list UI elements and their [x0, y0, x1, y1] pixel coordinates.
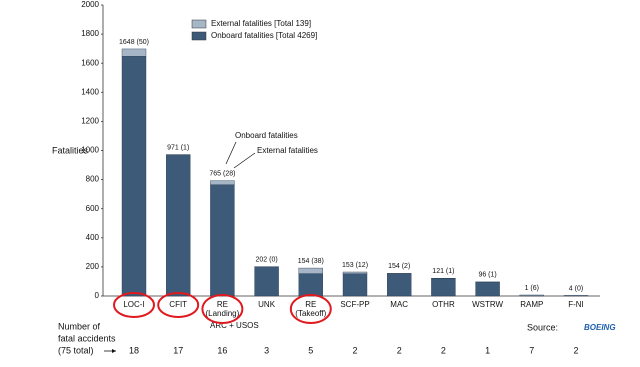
y-axis-label: Fatalities [52, 145, 89, 155]
annotation-arrow [233, 152, 256, 169]
x-tick-label: F-NI [568, 300, 584, 309]
y-tick-label: 1800 [81, 29, 99, 38]
accident-count: 17 [173, 345, 183, 355]
source-logo: BOEING [584, 323, 616, 332]
value-label: 1648 (50) [119, 39, 149, 46]
bar-segment [121, 56, 147, 297]
bar-segment [519, 294, 544, 297]
bar-segment [387, 273, 412, 297]
x-tick-label: WSTRW [472, 300, 503, 309]
bar-segment [254, 266, 279, 297]
row-label: Number of [58, 321, 101, 331]
y-tick-label: 2000 [81, 0, 99, 9]
accident-count: 18 [129, 345, 139, 355]
x-tick-label: LOC-I [123, 300, 144, 309]
bar-segment [121, 48, 147, 57]
y-tick-label: 0 [95, 291, 100, 300]
y-tick-label: 1600 [81, 58, 99, 67]
bar-segment [563, 295, 589, 297]
value-label: 96 (1) [478, 272, 496, 279]
value-label: 202 (0) [256, 256, 278, 263]
x-tick-label: CFIT [169, 300, 187, 309]
annotation-arrow [225, 141, 237, 165]
row-arrow-head [112, 349, 116, 353]
bar-segment [342, 271, 368, 274]
highlight-circle [157, 292, 200, 318]
value-label: 154 (2) [388, 263, 410, 270]
highlight-circle [113, 292, 155, 318]
row-label: (75 total) [58, 345, 94, 355]
highlight-circle [201, 294, 244, 324]
highlight-circle [289, 294, 332, 324]
bar-segment [210, 180, 235, 185]
accident-count: 2 [573, 345, 578, 355]
accident-count: 1 [485, 345, 490, 355]
value-label: 765 (28) [209, 170, 235, 177]
value-label: 971 (1) [167, 144, 189, 151]
legend-label: External fatalities [Total 139] [211, 19, 311, 28]
value-label: 4 (0) [569, 285, 583, 292]
y-tick-label: 1400 [81, 87, 99, 96]
category-note: ARC + USOS [210, 321, 259, 330]
bar-segment [298, 267, 323, 274]
value-label: 121 (1) [432, 268, 454, 275]
bar-segment [431, 278, 456, 297]
legend-label: Onboard fatalities [Total 4269] [211, 31, 317, 40]
bar-segment [165, 154, 191, 297]
x-tick-label: OTHR [432, 300, 455, 309]
annotation: External fatalities [257, 146, 318, 155]
accident-count: 7 [529, 345, 534, 355]
value-label: 153 (12) [342, 262, 368, 269]
accident-count: 5 [308, 345, 313, 355]
accident-count: 2 [397, 345, 402, 355]
y-tick-label: 400 [86, 233, 100, 242]
x-tick-label: UNK [258, 300, 276, 309]
source-label: Source: [527, 322, 558, 332]
row-label: fatal accidents [58, 333, 116, 343]
legend-swatch [191, 31, 207, 41]
bar-segment [475, 281, 500, 297]
accident-count: 3 [264, 345, 269, 355]
y-tick-label: 1200 [81, 117, 99, 126]
x-tick-label: RE (Landing) [205, 300, 239, 318]
accident-count: 2 [352, 345, 357, 355]
x-tick-label: RE (Takeoff) [295, 300, 326, 318]
x-tick-label: RAMP [520, 300, 543, 309]
legend-swatch [191, 19, 207, 29]
x-tick-label: SCF-PP [340, 300, 369, 309]
y-tick-label: 600 [86, 204, 100, 213]
y-tick-label: 1000 [81, 146, 99, 155]
annotation: Onboard fatalities [235, 131, 298, 140]
bar-segment [298, 273, 323, 297]
value-label: 1 (6) [525, 285, 539, 292]
y-tick-label: 200 [86, 262, 100, 271]
accident-count: 16 [217, 345, 227, 355]
y-tick-label: 800 [86, 175, 100, 184]
bar-segment [342, 273, 368, 297]
x-tick-label: MAC [390, 300, 408, 309]
bar-segment [210, 184, 235, 297]
accident-count: 2 [441, 345, 446, 355]
value-label: 154 (38) [298, 258, 324, 265]
